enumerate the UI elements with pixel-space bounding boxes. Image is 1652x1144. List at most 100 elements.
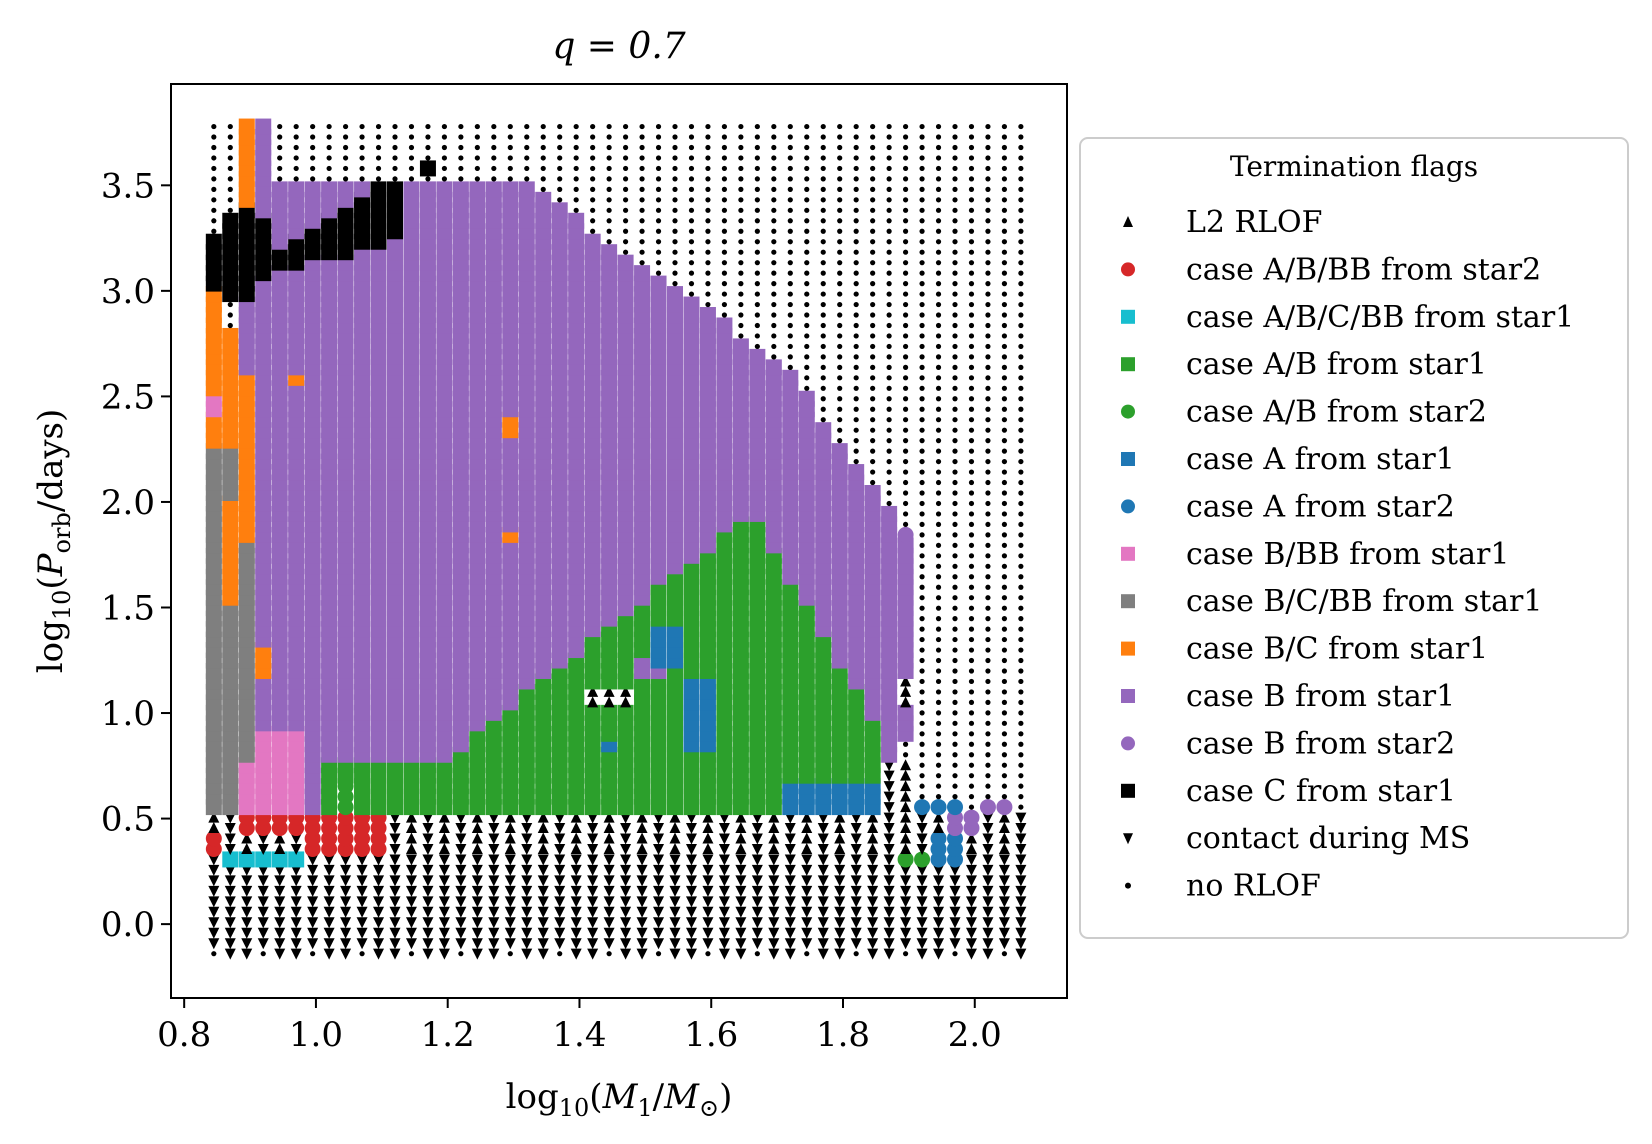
marker-no-rlof [820, 343, 826, 350]
marker-no-rlof [952, 354, 958, 360]
marker-no-rlof [952, 689, 958, 695]
marker-l2-rlof [471, 811, 483, 823]
marker-no-rlof [754, 249, 760, 255]
marker-no-rlof [968, 396, 975, 402]
marker-no-rlof [211, 144, 217, 151]
marker-no-rlof [886, 448, 892, 454]
marker-contact-during-ms [751, 823, 763, 835]
marker-case-b-from-star1 [634, 265, 651, 282]
marker-contact-during-ms [307, 917, 319, 929]
marker-no-rlof [968, 448, 975, 454]
marker-no-rlof [902, 312, 909, 318]
marker-contact-during-ms [784, 875, 796, 887]
marker-contact-during-ms [751, 843, 763, 855]
marker-contact-during-ms [587, 906, 599, 918]
marker-contact-during-ms [1015, 906, 1027, 918]
marker-no-rlof [952, 605, 958, 611]
marker-no-rlof [458, 951, 464, 957]
marker-no-rlof [952, 186, 958, 192]
marker-no-rlof [524, 123, 530, 130]
marker-contact-during-ms [241, 896, 253, 908]
legend-title: Termination flags [1230, 150, 1478, 183]
marker-no-rlof [870, 249, 876, 255]
marker-contact-during-ms [1015, 948, 1027, 960]
marker-no-rlof [705, 165, 711, 172]
marker-no-rlof [985, 542, 991, 548]
marker-no-rlof [672, 134, 678, 140]
legend-item: case B/C/BB from star1 [1121, 584, 1542, 619]
marker-no-rlof [1001, 186, 1008, 192]
marker-no-rlof [211, 197, 217, 203]
marker-no-rlof [1001, 731, 1008, 737]
marker-contact-during-ms [669, 906, 681, 918]
marker-contact-during-ms [867, 927, 879, 939]
marker-no-rlof [771, 281, 777, 287]
marker-contact-during-ms [257, 917, 269, 929]
marker-no-rlof [787, 260, 793, 266]
marker-contact-during-ms [669, 896, 681, 908]
marker-no-rlof [1018, 144, 1024, 151]
marker-l2-rlof [900, 822, 912, 834]
marker-no-rlof [935, 689, 942, 695]
marker-contact-during-ms [554, 812, 566, 824]
marker-no-rlof [886, 186, 892, 192]
marker-contact-during-ms [817, 833, 829, 845]
marker-contact-during-ms [224, 927, 236, 939]
marker-contact-during-ms [504, 854, 516, 866]
marker-no-rlof [375, 165, 382, 172]
marker-no-rlof [342, 165, 349, 172]
marker-no-rlof [902, 239, 909, 245]
marker-no-rlof [820, 123, 826, 130]
marker-contact-during-ms [718, 948, 730, 960]
marker-contact-during-ms [653, 917, 665, 929]
marker-no-rlof [968, 595, 975, 601]
marker-contact-during-ms [323, 938, 335, 950]
marker-no-rlof [655, 134, 662, 140]
marker-contact-during-ms [620, 906, 632, 918]
marker-contact-during-ms [1015, 843, 1027, 855]
marker-no-rlof [935, 218, 942, 224]
marker-no-rlof [622, 176, 629, 182]
marker-no-rlof [787, 281, 793, 287]
marker-no-rlof [968, 155, 975, 161]
marker-no-rlof [573, 176, 579, 182]
marker-no-rlof [919, 249, 925, 255]
marker-no-rlof [1001, 542, 1008, 548]
marker-contact-during-ms [257, 938, 269, 950]
marker-no-rlof [408, 951, 415, 957]
marker-no-rlof [870, 448, 876, 454]
marker-no-rlof [919, 479, 925, 486]
marker-case-a-b-bb-from-star2 [205, 830, 222, 847]
marker-no-rlof [837, 364, 843, 370]
marker-contact-during-ms [438, 938, 450, 950]
marker-no-rlof [968, 458, 975, 465]
marker-no-rlof [1001, 343, 1008, 350]
marker-no-rlof [902, 270, 909, 276]
marker-no-rlof [787, 333, 793, 339]
marker-no-rlof [886, 500, 892, 507]
marker-contact-during-ms [867, 917, 879, 929]
marker-no-rlof [590, 218, 596, 224]
x-tick-label: 2.0 [948, 1015, 1002, 1055]
marker-contact-during-ms [916, 812, 928, 824]
marker-l2-rlof [735, 822, 747, 834]
marker-contact-during-ms [883, 812, 895, 824]
marker-no-rlof [919, 699, 925, 705]
marker-no-rlof [952, 574, 958, 580]
marker-no-rlof [952, 406, 958, 412]
marker-contact-during-ms [817, 823, 829, 835]
marker-no-rlof [606, 144, 612, 151]
marker-no-rlof [804, 176, 810, 182]
marker-no-rlof [1018, 595, 1024, 601]
marker-contact-during-ms [274, 885, 286, 897]
marker-no-rlof [705, 123, 711, 130]
marker-no-rlof [672, 165, 678, 172]
marker-no-rlof [754, 301, 760, 308]
marker-contact-during-ms [405, 896, 417, 908]
marker-no-rlof [590, 123, 596, 130]
marker-no-rlof [902, 500, 909, 507]
legend-marker [1125, 882, 1131, 889]
marker-no-rlof [1001, 144, 1008, 151]
legend-label: case A from star2 [1186, 489, 1455, 524]
marker-no-rlof [935, 626, 942, 632]
